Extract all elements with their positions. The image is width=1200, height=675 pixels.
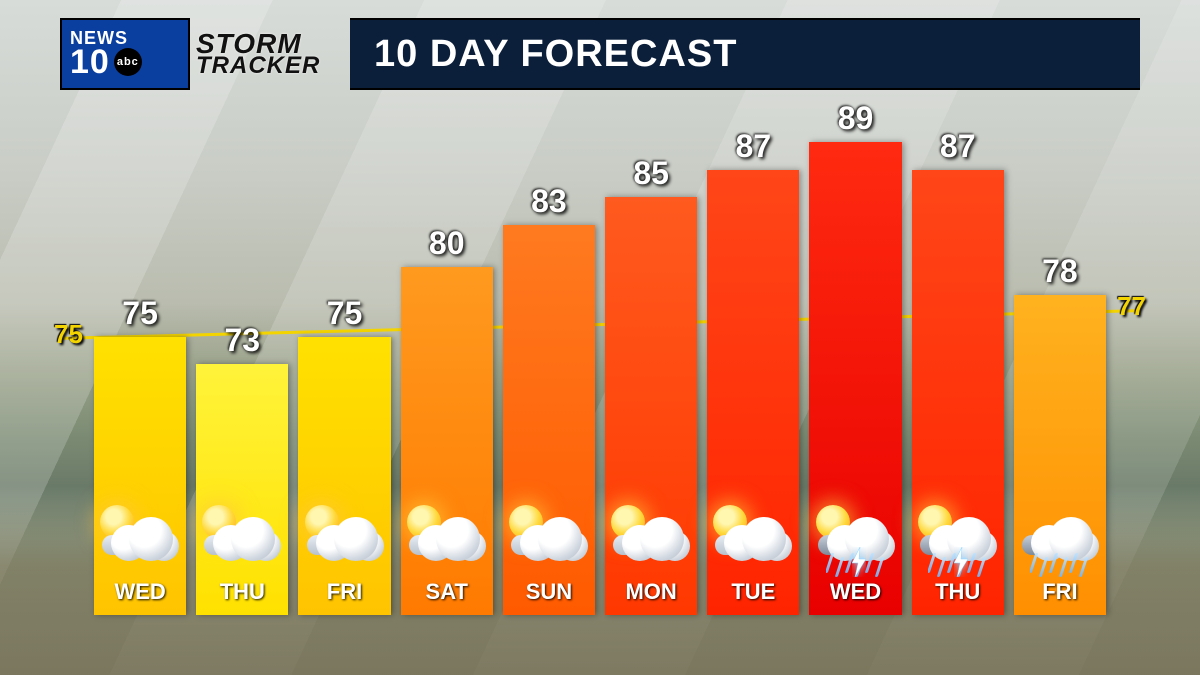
forecast-day: 73THU: [196, 364, 288, 615]
weather-icon: [1012, 507, 1108, 571]
forecast-day: 75FRI: [298, 337, 390, 615]
avg-line-right-label: 77: [1117, 291, 1146, 322]
cloud-icon: [616, 521, 686, 561]
forecast-day: 89WED: [809, 142, 901, 615]
cloud-icon: [412, 521, 482, 561]
forecast-day: 78FRI: [1014, 295, 1106, 615]
lightning-icon: [954, 547, 968, 577]
forecast-day: 87TUE: [707, 170, 799, 615]
forecast-day: 87THU: [912, 170, 1004, 615]
cloud-icon: [718, 521, 788, 561]
station-logo: NEWS 10 abc: [60, 18, 190, 90]
temperature-bar: 87TUE: [707, 170, 799, 615]
weather-graphic: NEWS 10 abc STORM TRACKER 10 DAY FORECAS…: [0, 0, 1200, 675]
lightning-icon: [852, 547, 866, 577]
day-abbrev-label: MON: [605, 579, 697, 605]
temperature-bar: 80SAT: [401, 267, 493, 615]
temperature-bar: 89WED: [809, 142, 901, 615]
forecast-day: 83SUN: [503, 225, 595, 615]
forecast-day: 80SAT: [401, 267, 493, 615]
forecast-day: 85MON: [605, 197, 697, 615]
day-abbrev-label: FRI: [1014, 579, 1106, 605]
cloud-icon: [310, 521, 380, 561]
logo-channel-number: 10 abc: [70, 45, 142, 79]
cloud-icon: [105, 521, 175, 561]
network-badge-icon: abc: [114, 48, 142, 76]
cloud-icon: [207, 521, 277, 561]
high-temp-label: 89: [809, 100, 901, 137]
logo-channel-digits: 10: [70, 45, 110, 79]
high-temp-label: 75: [298, 295, 390, 332]
day-abbrev-label: FRI: [298, 579, 390, 605]
cloud-icon: [514, 521, 584, 561]
day-abbrev-label: SUN: [503, 579, 595, 605]
high-temp-label: 87: [912, 128, 1004, 165]
temperature-bar: 73THU: [196, 364, 288, 615]
forecast-day: 75WED: [94, 337, 186, 615]
day-abbrev-label: SAT: [401, 579, 493, 605]
high-temp-label: 80: [401, 225, 493, 262]
weather-icon: [399, 507, 495, 571]
weather-icon: [808, 507, 904, 571]
temperature-bar: 75WED: [94, 337, 186, 615]
temperature-bar: 83SUN: [503, 225, 595, 615]
high-temp-label: 87: [707, 128, 799, 165]
bars-container: 75WED73THU75FRI80SAT83SUN85MON87TUE89WED…: [94, 100, 1106, 615]
temperature-bar: 87THU: [912, 170, 1004, 615]
high-temp-label: 75: [94, 295, 186, 332]
day-abbrev-label: TUE: [707, 579, 799, 605]
day-abbrev-label: WED: [809, 579, 901, 605]
temperature-bar: 75FRI: [298, 337, 390, 615]
weather-icon: [603, 507, 699, 571]
weather-icon: [501, 507, 597, 571]
weather-icon: [297, 507, 393, 571]
header-row: NEWS 10 abc STORM TRACKER 10 DAY FORECAS…: [60, 18, 1140, 90]
storm-tracker-logo: STORM TRACKER: [190, 18, 350, 90]
high-temp-label: 78: [1014, 253, 1106, 290]
day-abbrev-label: THU: [196, 579, 288, 605]
high-temp-label: 73: [196, 322, 288, 359]
temperature-bar: 78FRI: [1014, 295, 1106, 615]
high-temp-label: 85: [605, 155, 697, 192]
title-bar: 10 DAY FORECAST: [350, 18, 1140, 90]
day-abbrev-label: THU: [912, 579, 1004, 605]
graphic-title: 10 DAY FORECAST: [374, 33, 737, 76]
rain-icon: [1030, 553, 1090, 577]
avg-line-left-label: 75: [54, 319, 83, 350]
weather-icon: [705, 507, 801, 571]
temperature-bar: 85MON: [605, 197, 697, 615]
weather-icon: [194, 507, 290, 571]
forecast-chart: 75 77 75WED73THU75FRI80SAT83SUN85MON87TU…: [60, 100, 1140, 615]
weather-icon: [92, 507, 188, 571]
plot-area: 75 77 75WED73THU75FRI80SAT83SUN85MON87TU…: [60, 100, 1140, 615]
storm-line-2: TRACKER: [196, 56, 350, 76]
weather-icon: [910, 507, 1006, 571]
day-abbrev-label: WED: [94, 579, 186, 605]
high-temp-label: 83: [503, 183, 595, 220]
